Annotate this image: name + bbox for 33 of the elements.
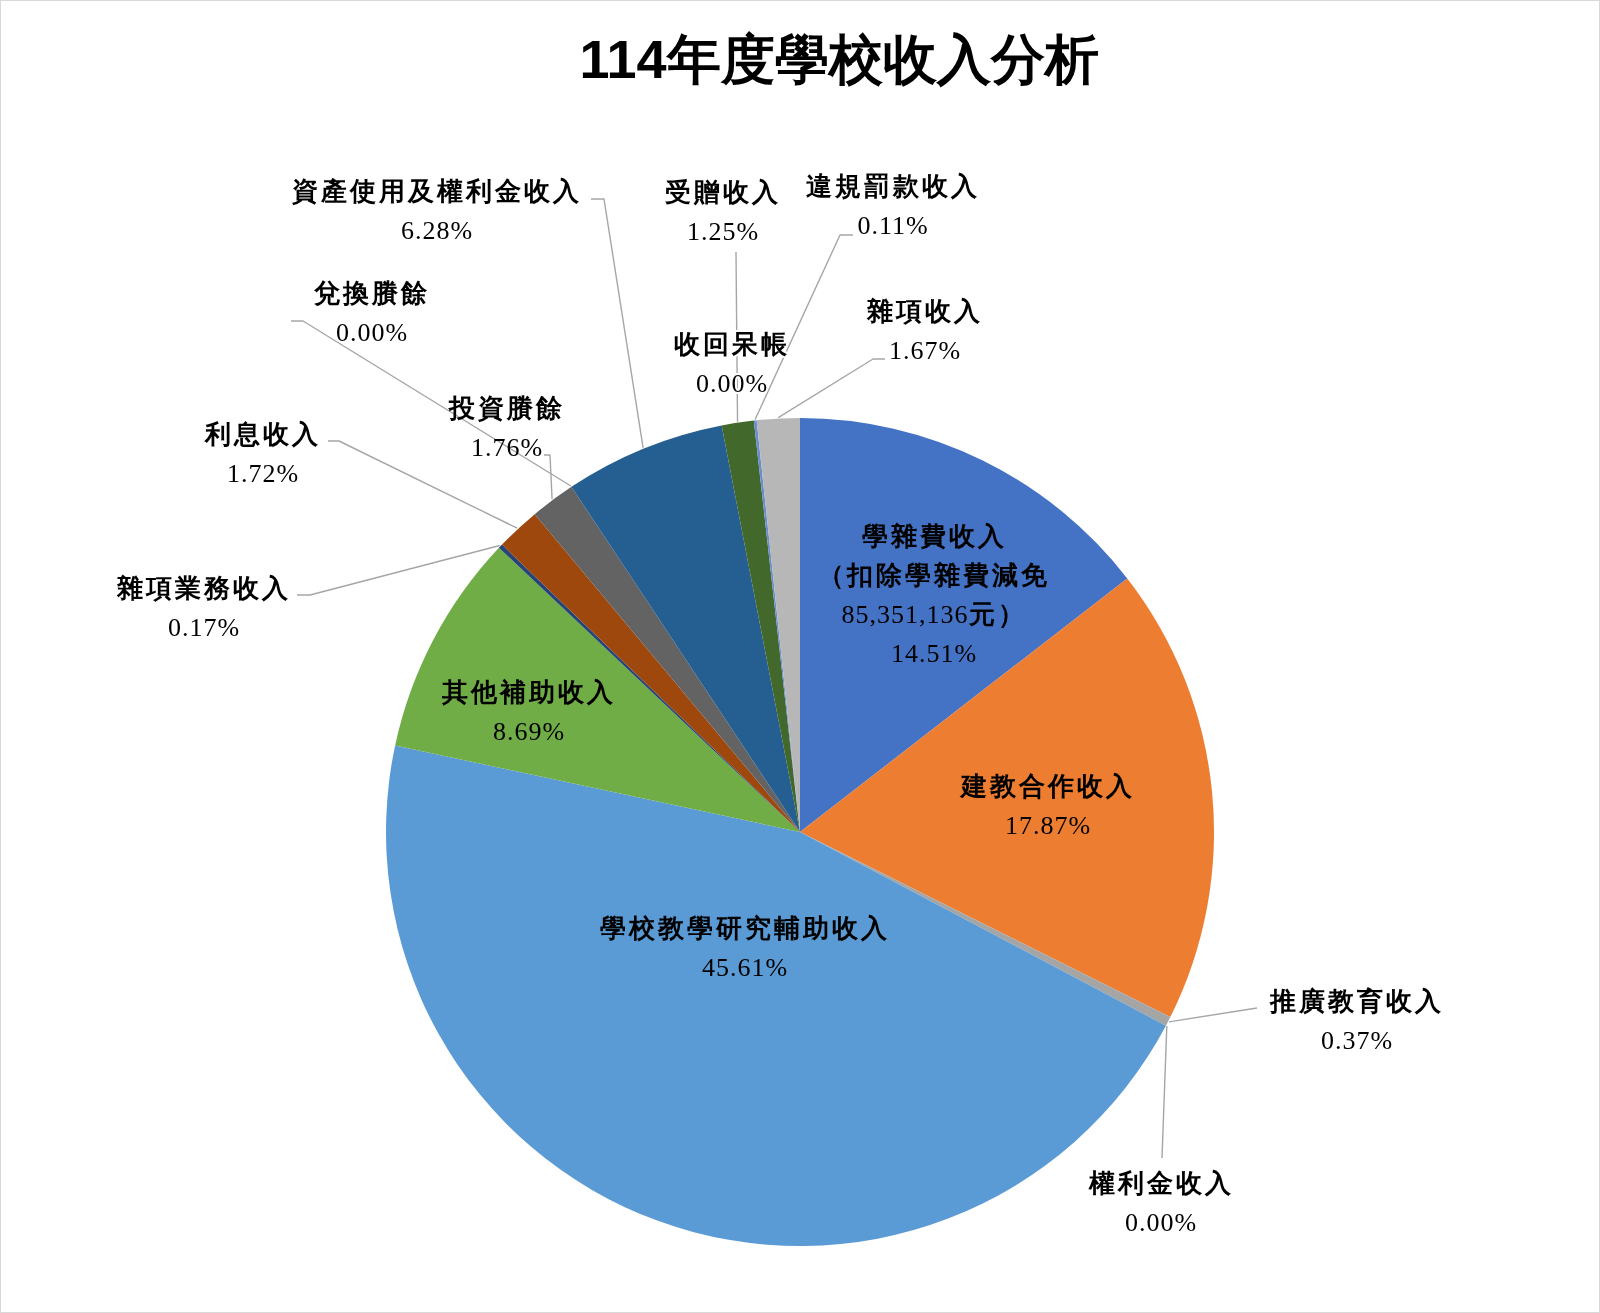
data-label: 8.69% — [492, 716, 566, 746]
slice-label: 受贈收入 — [665, 177, 781, 207]
pie-slice — [721, 420, 800, 832]
data-label: 6.28% — [400, 215, 474, 245]
slice-label: 利息收入 — [204, 419, 321, 449]
data-label: 1.76% — [470, 432, 544, 462]
data-label: 17.87% — [1004, 810, 1092, 840]
data-label: 1.72% — [226, 458, 300, 488]
category-label: 權利金收入 — [1088, 1168, 1234, 1198]
slice-label: 學校教學研究輔助收入 — [600, 913, 890, 943]
chart-title: 114年度學校收入分析 — [579, 29, 1099, 89]
data-label: 1.25% — [686, 216, 760, 246]
text: 0.00% — [335, 317, 409, 347]
slice-label: 推廣教育收入 — [1269, 985, 1444, 1016]
category-label: 收回呆帳 — [674, 329, 790, 359]
data-label: 0.37% — [1320, 1025, 1394, 1055]
slice-label: 雜項業務收入 — [116, 573, 291, 603]
category-label: 兌換賸餘 — [314, 278, 430, 308]
data-label: 0.17% — [167, 612, 241, 642]
slice-label: 資產使用及權利金收入 — [291, 176, 582, 206]
slice-label: 建教合作收入 — [959, 771, 1135, 801]
pie-slice — [395, 547, 800, 832]
slice-label: 學雜費收入（扣除學雜費減免85,351,136元） — [818, 521, 1050, 629]
slice-label: 其他補助收入 — [441, 677, 616, 707]
slice-label: 投資賸餘 — [448, 393, 565, 423]
slice-label: 違規罰款收入 — [806, 171, 980, 201]
data-label: 1.67% — [888, 335, 962, 365]
data-label: 0.11% — [857, 210, 929, 240]
data-label: 45.61% — [701, 952, 789, 982]
data-label: 14.51% — [890, 638, 978, 668]
slice-label: 雜項收入 — [866, 296, 983, 326]
text: 0.00% — [1124, 1207, 1198, 1237]
text: 0.00% — [695, 368, 769, 398]
